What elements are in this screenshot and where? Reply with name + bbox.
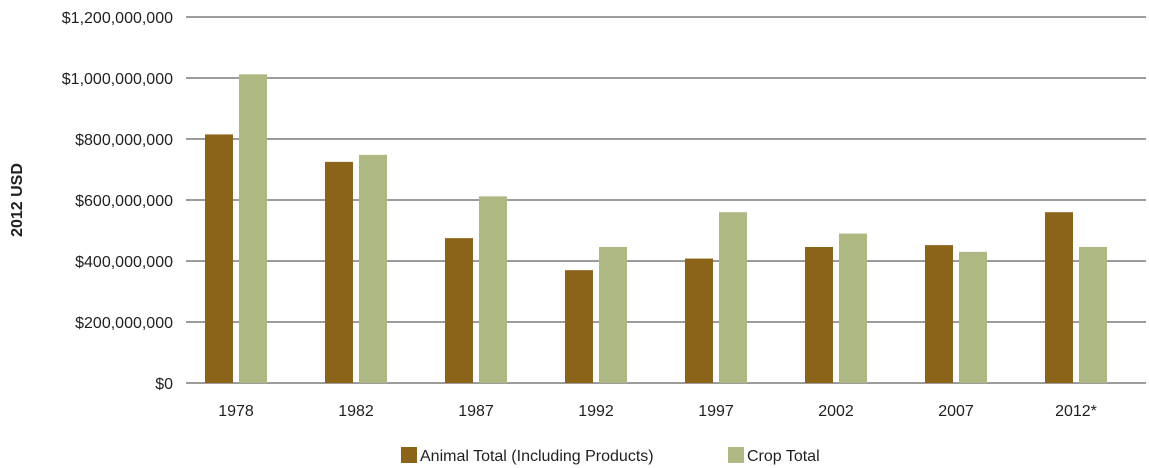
x-tick-label: 1997 [698, 403, 734, 420]
y-axis-tick-labels: $0 $200,000,000 $400,000,000 $600,000,000 $8… [62, 10, 173, 393]
legend-swatch [728, 447, 744, 463]
x-tick-label: 1987 [458, 403, 494, 420]
y-tick-label: $1,000,000,000 [62, 71, 173, 88]
bar-animal-total [205, 134, 233, 383]
legend-label: Crop Total [747, 448, 820, 465]
bar-crop-total [239, 74, 267, 383]
x-tick-label: 1978 [218, 403, 254, 420]
bar-animal-total [685, 258, 713, 383]
x-axis-tick-labels: 1978 1982 1987 1992 1997 2002 2007 2012* [218, 403, 1097, 420]
bar-animal-total [565, 270, 593, 383]
bar-crop-total [1079, 246, 1107, 383]
bar-crop-total [359, 154, 387, 383]
x-tick-label: 1982 [338, 403, 374, 420]
x-tick-label: 2002 [818, 403, 854, 420]
bar-crop-total [479, 196, 507, 383]
legend-label: Animal Total (Including Products) [420, 448, 654, 465]
legend: Animal Total (Including Products) Crop To… [401, 447, 820, 465]
y-axis-title: 2012 USD [9, 163, 26, 237]
bar-animal-total [325, 161, 353, 383]
y-tick-label: $400,000,000 [75, 254, 173, 271]
y-tick-label: $200,000,000 [75, 315, 173, 332]
x-tick-label: 1992 [578, 403, 614, 420]
bar-animal-total [925, 245, 953, 383]
bar-crop-total [839, 233, 867, 383]
bars [205, 74, 1107, 383]
y-tick-label: $1,200,000,000 [62, 10, 173, 27]
x-tick-label: 2012* [1055, 403, 1097, 420]
bar-crop-total [959, 251, 987, 383]
legend-swatch [401, 447, 417, 463]
bar-animal-total [805, 246, 833, 383]
bar-animal-total [1045, 212, 1073, 383]
x-tick-label: 2007 [938, 403, 974, 420]
y-tick-label: $800,000,000 [75, 132, 173, 149]
bar-animal-total [445, 238, 473, 383]
bar-crop-total [719, 212, 747, 383]
y-tick-label: $600,000,000 [75, 193, 173, 210]
bar-crop-total [599, 246, 627, 383]
y-tick-label: $0 [155, 376, 173, 393]
